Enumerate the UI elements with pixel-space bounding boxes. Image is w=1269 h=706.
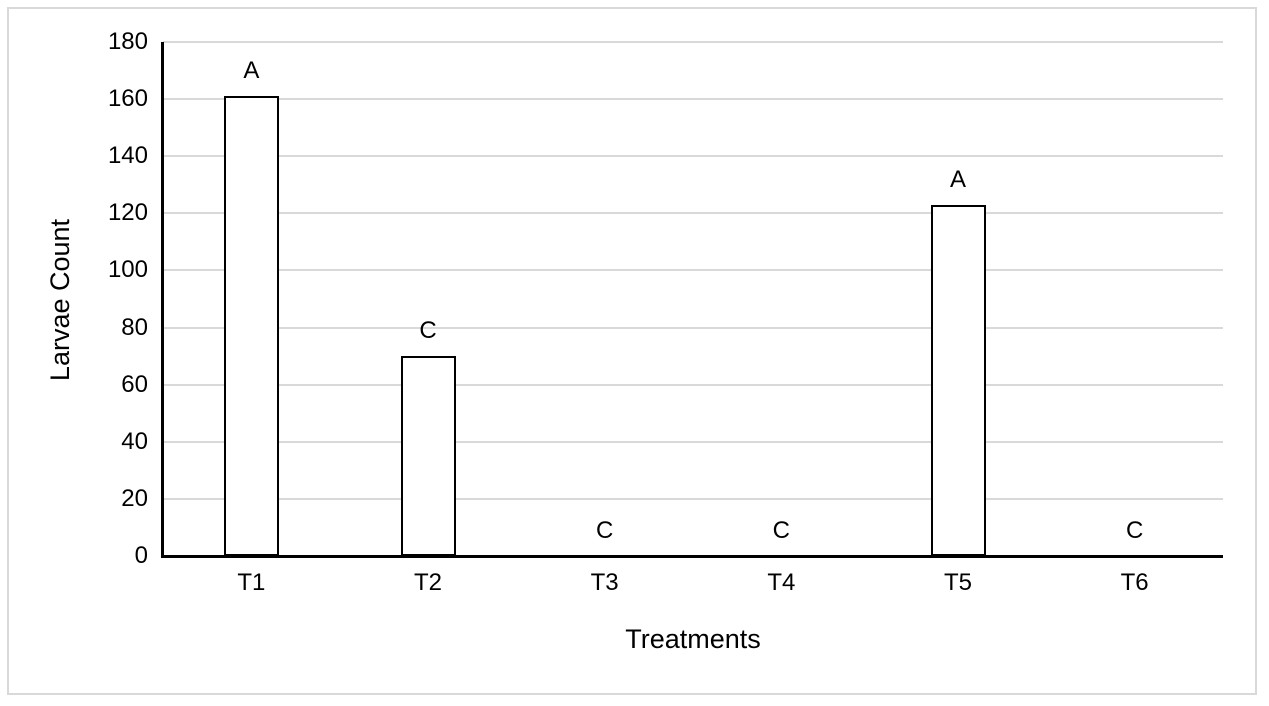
bar-T2 — [400, 356, 456, 556]
y-tick-label-100: 100 — [107, 256, 148, 284]
gridline-y-60 — [163, 383, 1223, 386]
x-axis-line — [161, 555, 1223, 558]
bar-label-T6: C — [1125, 517, 1144, 544]
x-tick-label-T5: T5 — [943, 569, 972, 596]
y-axis-line — [161, 42, 164, 558]
bar-label-T2: C — [419, 317, 437, 345]
gridline-y-180 — [163, 41, 1223, 43]
bar-label-T4: C — [772, 517, 790, 544]
y-tick-label-0: 0 — [134, 542, 148, 569]
x-tick-label-T3: T3 — [590, 569, 619, 596]
y-tick-label-180: 180 — [107, 28, 148, 55]
y-tick-label-20: 20 — [121, 484, 148, 512]
y-tick-label-120: 120 — [107, 199, 148, 227]
x-tick-label-T6: T6 — [1120, 569, 1149, 596]
gridline-y-120 — [163, 212, 1223, 215]
y-tick-label-80: 80 — [121, 313, 148, 341]
y-tick-label-160: 160 — [107, 85, 148, 113]
gridline-y-40 — [163, 440, 1223, 443]
bar-label-T5: A — [949, 165, 966, 193]
gridline-y-100 — [163, 269, 1223, 272]
y-tick-label-60: 60 — [121, 370, 148, 398]
x-axis-title: Treatments — [625, 624, 761, 654]
y-tick-label-40: 40 — [121, 427, 148, 455]
gridline-y-140 — [163, 155, 1223, 158]
bar-T5 — [930, 204, 986, 556]
x-tick-label-T4: T4 — [767, 569, 796, 596]
bar-T1 — [223, 96, 279, 556]
y-tick-label-140: 140 — [107, 142, 148, 170]
gridline-y-160 — [163, 98, 1223, 101]
chart-frame — [7, 7, 1257, 695]
x-tick-label-T2: T2 — [413, 569, 442, 596]
x-tick-label-T1: T1 — [237, 569, 266, 596]
gridline-y-80 — [163, 326, 1223, 329]
y-axis-title-text: Larvae Count — [45, 218, 75, 382]
gridline-y-20 — [163, 497, 1223, 500]
bar-label-T3: C — [595, 517, 614, 544]
bar-label-T1: A — [243, 57, 260, 85]
